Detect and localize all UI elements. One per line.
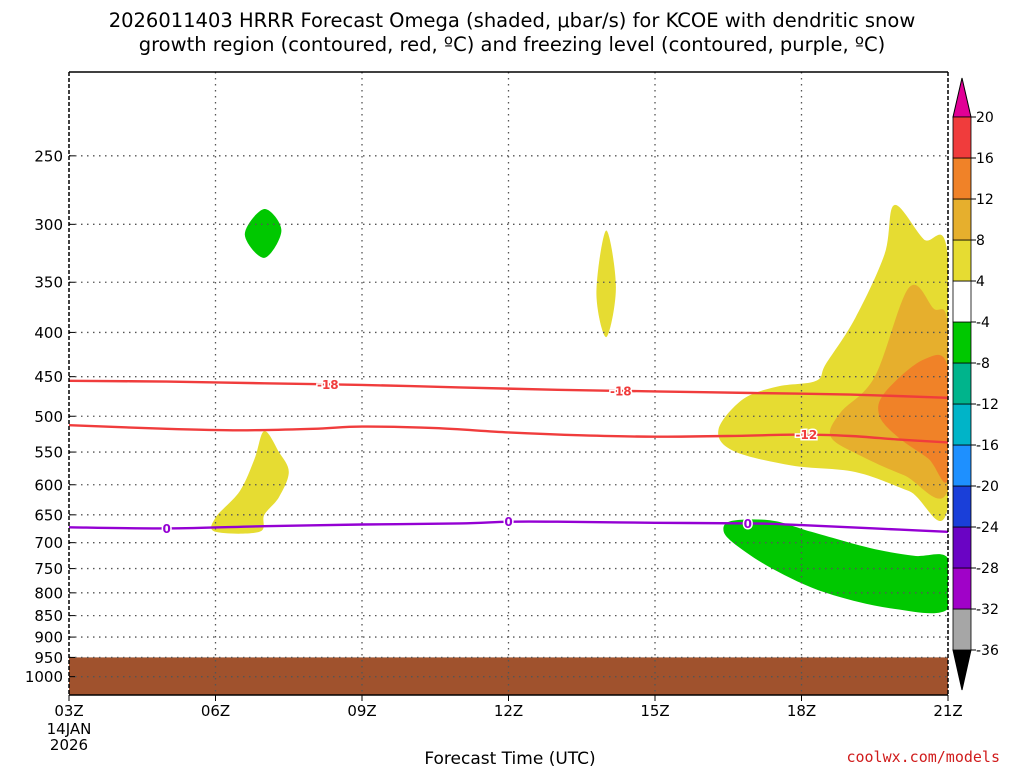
colorbar-label-4: -24 (976, 520, 999, 536)
x-tick-label-12Z: 12Z (494, 702, 523, 720)
colorbar-segment-10 (952, 239, 972, 282)
contour-line--12 (69, 424, 948, 444)
y-tick-label-750: 750 (34, 560, 63, 578)
contour-label--18-1: -18 (317, 378, 339, 392)
y-tick-label-950: 950 (34, 649, 63, 667)
colorbar-segment-9 (952, 280, 972, 323)
y-tick-label-700: 700 (34, 534, 63, 552)
colorbar-segment-1 (952, 608, 972, 651)
colorbar-label-5: -20 (976, 479, 999, 495)
colorbar-label-1: -36 (976, 643, 999, 659)
contour-label--12-1: -12 (796, 428, 818, 442)
omega-region-4 (723, 519, 948, 614)
colorbar-label-6: -16 (976, 438, 999, 454)
colorbar-label-14: 20 (976, 110, 994, 126)
x-tick-label-09Z: 09Z (347, 702, 376, 720)
colorbar-segment-11 (952, 198, 972, 241)
colorbar-segment-3 (952, 526, 972, 569)
contour-line--18 (69, 379, 948, 399)
colorbar-label-7: -12 (976, 397, 999, 413)
x-tick-label-03Z: 03Z (54, 702, 83, 720)
contour-label--18-2: -18 (610, 384, 632, 398)
y-tick-label-800: 800 (34, 584, 63, 602)
credit-text: coolwx.com/models (846, 748, 1000, 766)
colorbar-label-11: 8 (976, 233, 985, 249)
y-tick-label-850: 850 (34, 607, 63, 625)
chart-title-line-2: growth region (contoured, red, ºC) and f… (139, 33, 886, 56)
y-tick-label-250: 250 (34, 147, 63, 165)
y-tick-label-550: 550 (34, 444, 63, 462)
omega-region-7 (878, 354, 948, 483)
colorbar-min-triangle (952, 649, 972, 691)
colorbar-segment-8 (952, 321, 972, 364)
x-tick-label-21Z: 21Z (933, 702, 962, 720)
colorbar-segment-4 (952, 485, 972, 528)
omega-region-3 (211, 430, 289, 534)
y-tick-label-600: 600 (34, 476, 63, 494)
contour-label-0-3: 0 (744, 517, 752, 531)
colorbar-segment-7 (952, 362, 972, 405)
colorbar: -36 -32 -28 -24 -20 -16 -12 -8 -4 4 8 12 16 20 (952, 77, 999, 691)
y-tick-label-400: 400 (34, 324, 63, 342)
colorbar-label-9: -4 (976, 315, 990, 331)
y-tick-label-900: 900 (34, 629, 63, 647)
colorbar-segment-12 (952, 157, 972, 200)
chart-title-line-1: 2026011403 HRRR Forecast Omega (shaded, … (109, 9, 916, 32)
omega-region-2 (596, 230, 616, 338)
colorbar-label-8: -8 (976, 356, 990, 372)
y-tick-label-1000: 1000 (25, 668, 63, 686)
colorbar-label-3: -28 (976, 561, 999, 577)
y-tick-label-350: 350 (34, 274, 63, 292)
x-tick-label-18Z: 18Z (787, 702, 816, 720)
colorbar-label-10: 4 (976, 274, 985, 290)
omega-region-1 (244, 208, 282, 258)
colorbar-label-2: -32 (976, 602, 999, 618)
y-tick-label-500: 500 (34, 408, 63, 426)
colorbar-label-12: 12 (976, 192, 994, 208)
x-tick-label-06Z: 06Z (201, 702, 230, 720)
colorbar-label-13: 16 (976, 151, 994, 167)
x-axis-label: Forecast Time (UTC) (424, 749, 595, 768)
x-start-date-line-2: 2026 (50, 736, 88, 754)
x-tick-label-15Z: 15Z (640, 702, 669, 720)
contour-label-0-2: 0 (504, 515, 512, 529)
colorbar-max-triangle (952, 77, 972, 118)
colorbar-segment-5 (952, 444, 972, 487)
y-tick-label-450: 450 (34, 368, 63, 386)
ground-below-surface (69, 657, 948, 695)
colorbar-segment-13 (952, 116, 972, 159)
contour-label-0-1: 0 (162, 522, 170, 536)
x-start-date-line-1: 14JAN (47, 720, 92, 738)
colorbar-segment-2 (952, 567, 972, 610)
y-tick-label-300: 300 (34, 216, 63, 234)
plot-area: -18 -18 -12 0 0 0 250 300 350 400 450 500 550 600 650 7… (25, 71, 963, 754)
contour-line-0 (69, 520, 948, 533)
y-tick-label-650: 650 (34, 506, 63, 524)
colorbar-segment-6 (952, 403, 972, 446)
